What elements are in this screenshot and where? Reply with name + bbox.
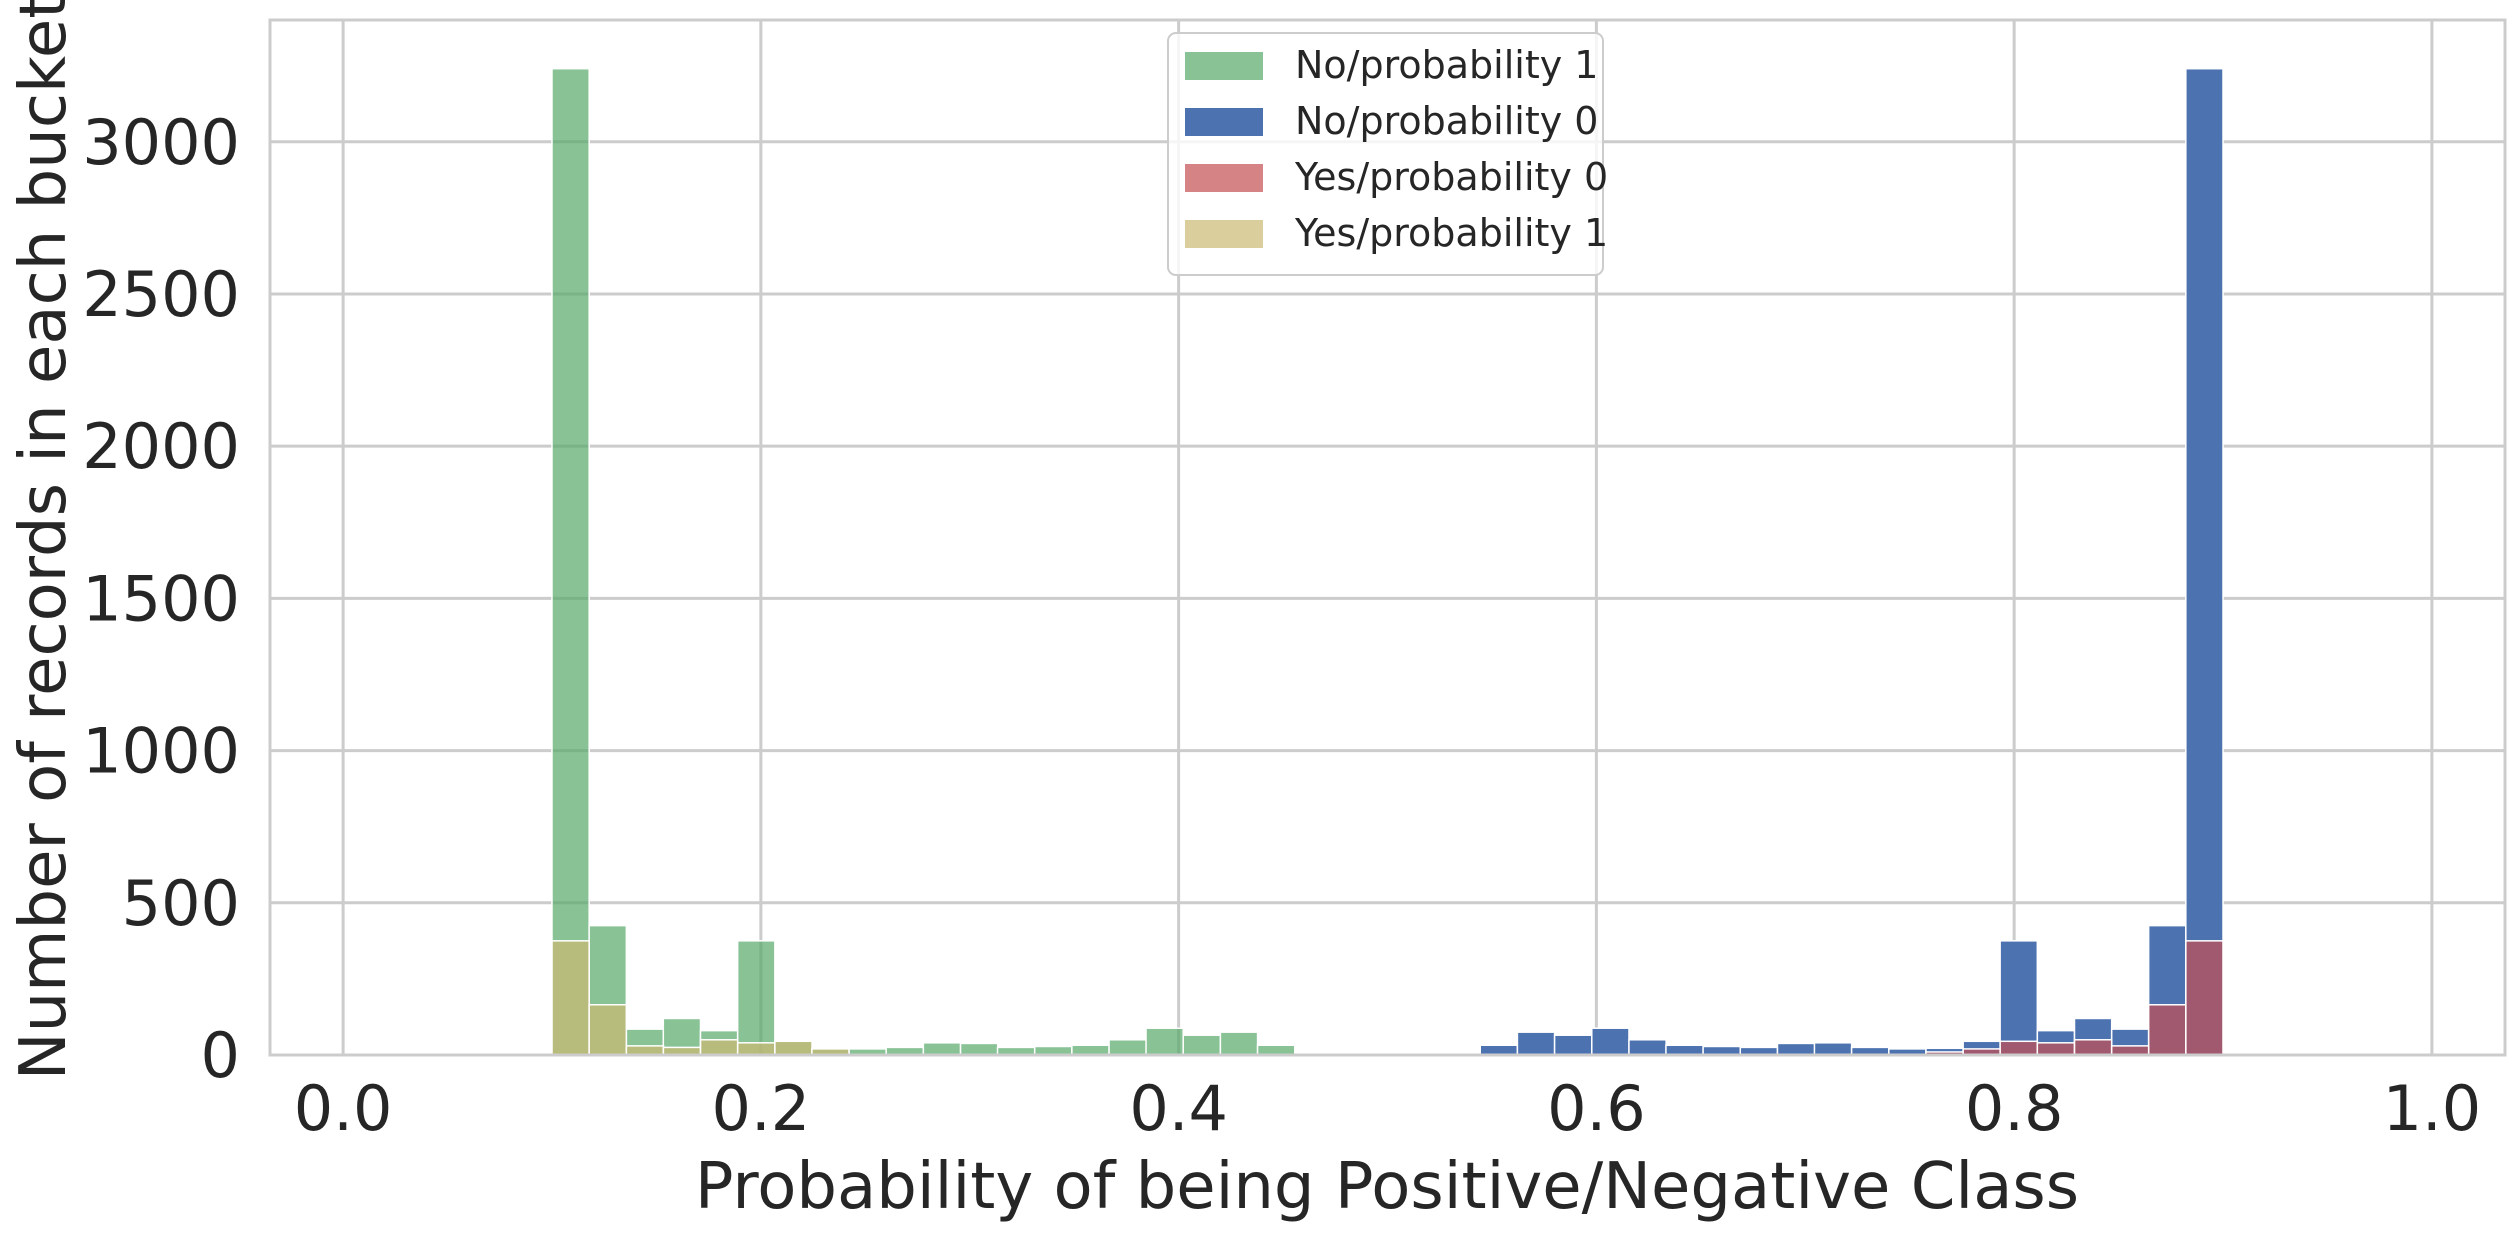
bar-series-2 xyxy=(1516,1031,1556,1056)
bar-series-3 xyxy=(2036,1042,2076,1056)
histogram-bars xyxy=(551,67,2224,1056)
bar-series-2 xyxy=(1999,940,2039,1056)
y-tick-label: 1500 xyxy=(82,562,240,635)
bar-series-2 xyxy=(2185,67,2224,1056)
bar-series-2 xyxy=(1776,1042,1816,1056)
bar-series-3 xyxy=(2185,940,2224,1056)
bar-series-4 xyxy=(588,1004,628,1056)
bar-series-3 xyxy=(2147,1004,2187,1056)
bar-series-1 xyxy=(736,940,776,1056)
legend-label: No/probability 0 xyxy=(1295,99,1598,143)
legend-label: Yes/probability 0 xyxy=(1294,155,1608,199)
x-tick-label: 0.6 xyxy=(1547,1072,1646,1145)
legend-swatch xyxy=(1185,164,1263,192)
y-axis-label: Number of records in each bucket xyxy=(7,0,81,1080)
x-tick-label: 1.0 xyxy=(2383,1072,2482,1145)
legend: No/probability 1 No/probability 0 Yes/prob… xyxy=(1167,32,1608,276)
bar-series-2 xyxy=(1628,1039,1667,1056)
y-tick-label: 3000 xyxy=(82,106,240,179)
x-axis-label: Probability of being Positive/Negative C… xyxy=(695,1150,2079,1224)
bar-series-2 xyxy=(1813,1042,1853,1056)
y-tick-label: 0 xyxy=(201,1019,240,1092)
legend-box xyxy=(1167,32,1604,276)
x-tick-label: 0.2 xyxy=(712,1072,811,1145)
y-tick-label: 500 xyxy=(122,867,240,940)
plot-frame xyxy=(268,18,2507,1057)
legend-label: Yes/probability 1 xyxy=(1294,211,1608,255)
legend-swatch xyxy=(1185,52,1263,80)
bar-series-4 xyxy=(699,1039,739,1056)
y-tick-label: 2000 xyxy=(82,410,240,483)
bar-series-1 xyxy=(1219,1031,1259,1056)
y-tick-label: 1000 xyxy=(82,715,240,788)
legend-label: No/probability 1 xyxy=(1295,43,1598,87)
bar-series-2 xyxy=(1591,1027,1630,1056)
bar-series-4 xyxy=(774,1040,813,1056)
x-tick-label: 0.0 xyxy=(294,1072,393,1145)
bar-series-4 xyxy=(736,1042,776,1056)
legend-swatch xyxy=(1185,220,1263,248)
bar-series-1 xyxy=(551,67,590,1056)
x-tick-label: 0.8 xyxy=(1965,1072,2064,1145)
bar-series-1 xyxy=(1108,1039,1147,1056)
bar-series-1 xyxy=(922,1042,962,1056)
x-tick-labels: 0.0 0.2 0.4 0.6 0.8 1.0 xyxy=(294,1072,2481,1145)
bar-series-3 xyxy=(2073,1039,2113,1056)
x-tick-label: 0.4 xyxy=(1129,1072,1228,1145)
bar-series-1 xyxy=(1182,1034,1222,1056)
bar-series-1 xyxy=(1145,1027,1184,1056)
bar-series-2 xyxy=(1553,1034,1593,1056)
y-tick-labels: 0 500 1000 1500 2000 2500 3000 xyxy=(82,106,240,1092)
y-tick-label: 2500 xyxy=(82,258,240,331)
bar-series-3 xyxy=(1999,1040,2039,1056)
bar-series-4 xyxy=(551,940,590,1056)
bar-series-1 xyxy=(959,1042,999,1056)
legend-swatch xyxy=(1185,108,1263,136)
